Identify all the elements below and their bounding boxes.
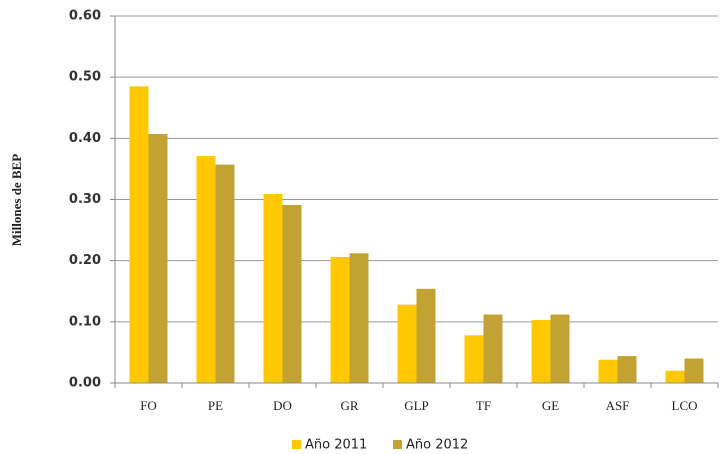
bar — [282, 205, 302, 383]
bar — [330, 256, 350, 383]
y-tick-label: 0.30 — [69, 192, 101, 207]
bar — [263, 193, 283, 383]
y-tick-label: 0.40 — [69, 131, 101, 146]
bar — [196, 156, 216, 383]
bar — [617, 356, 637, 383]
legend-swatch — [292, 440, 301, 449]
x-tick-label: GR — [340, 398, 358, 413]
legend-swatch — [393, 440, 402, 449]
bar — [397, 304, 417, 383]
x-tick-label: FO — [140, 398, 157, 413]
bar — [148, 134, 168, 383]
x-tick-label: PE — [208, 398, 223, 413]
legend-label: Año 2012 — [406, 438, 468, 453]
bar — [215, 164, 235, 383]
bar — [416, 288, 436, 383]
x-tick-label: TF — [476, 398, 491, 413]
x-tick-label: GE — [542, 398, 559, 413]
bar — [464, 335, 484, 383]
bar — [684, 358, 704, 383]
x-tick-label: GLP — [404, 398, 429, 413]
y-tick-label: 0.20 — [69, 253, 101, 268]
bar — [531, 319, 551, 383]
bar — [598, 359, 618, 383]
legend-label: Año 2011 — [305, 438, 367, 453]
bar — [550, 314, 570, 383]
x-tick-label: LCO — [672, 398, 698, 413]
y-tick-label: 0.50 — [69, 70, 101, 85]
y-axis-label: Millones de BEP — [9, 154, 24, 247]
bar — [129, 86, 149, 383]
y-tick-label: 0.00 — [69, 376, 101, 391]
bar — [483, 314, 503, 383]
bar — [349, 253, 369, 383]
y-tick-label: 0.10 — [69, 314, 101, 329]
y-tick-label: 0.60 — [69, 9, 101, 24]
x-tick-label: ASF — [606, 398, 630, 413]
bar — [665, 370, 685, 383]
x-tick-label: DO — [273, 398, 292, 413]
